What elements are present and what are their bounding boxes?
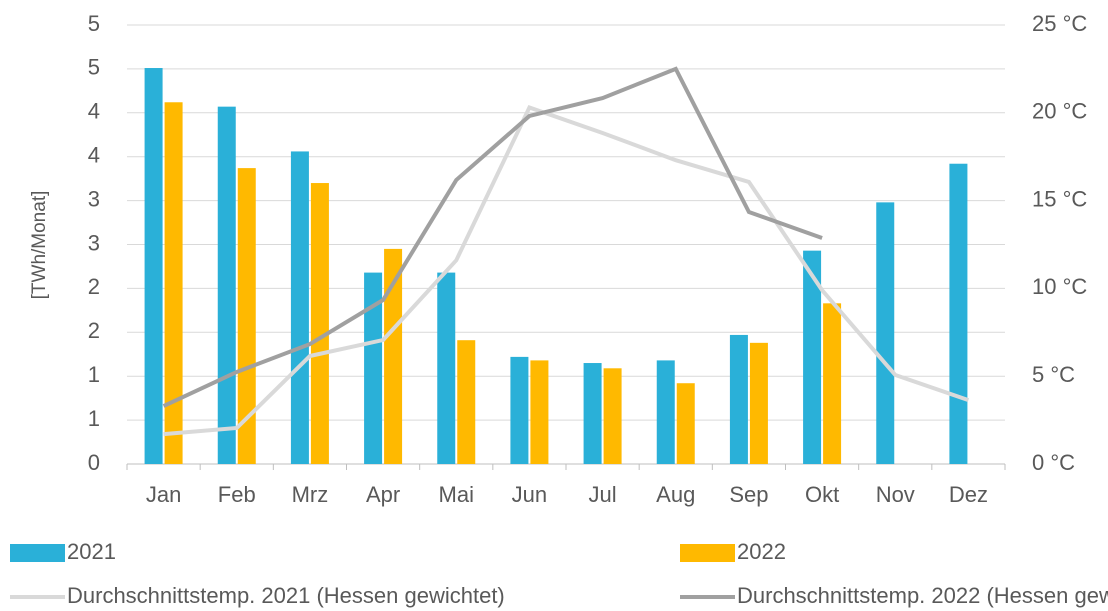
x-tick-label: Feb bbox=[218, 482, 256, 507]
y2-tick-label: 0 °C bbox=[1032, 450, 1075, 475]
y2-tick-label: 5 °C bbox=[1032, 362, 1075, 387]
bar bbox=[749, 342, 768, 464]
y-tick-label: 1 bbox=[88, 406, 100, 431]
line bbox=[162, 66, 823, 408]
x-tick-label: Nov bbox=[876, 482, 915, 507]
x-tick-label: Dez bbox=[949, 482, 988, 507]
y-tick-label: 1 bbox=[88, 362, 100, 387]
x-tick-label: Okt bbox=[805, 482, 839, 507]
x-tick-label: Jan bbox=[146, 482, 181, 507]
line bbox=[163, 105, 970, 437]
x-tick-label: Aug bbox=[656, 482, 695, 507]
bar bbox=[310, 183, 329, 465]
y-tick-label: 3 bbox=[88, 186, 100, 211]
y-tick-label: 0 bbox=[88, 450, 100, 475]
y2-tick-label: 25 °C bbox=[1032, 11, 1087, 36]
y-axis-label: [TWh/Monat] bbox=[29, 191, 50, 300]
legend-label: 2021 bbox=[67, 539, 116, 564]
y-tick-label: 5 bbox=[88, 11, 100, 36]
bar bbox=[656, 360, 675, 464]
bar bbox=[729, 334, 748, 464]
y2-tick-label: 10 °C bbox=[1032, 274, 1087, 299]
y-tick-label: 5 bbox=[88, 55, 100, 80]
y-tick-label: 3 bbox=[88, 230, 100, 255]
bar bbox=[949, 163, 968, 464]
bar bbox=[290, 151, 309, 464]
bar bbox=[823, 303, 842, 464]
bar bbox=[237, 168, 256, 464]
bar bbox=[530, 360, 549, 464]
legend-label: Durchschnittstemp. 2021 (Hessen gewichte… bbox=[67, 583, 505, 608]
bar bbox=[876, 202, 895, 464]
x-tick-label: Jun bbox=[512, 482, 547, 507]
bar bbox=[384, 248, 403, 464]
x-tick-label: Jul bbox=[589, 482, 617, 507]
y2-tick-label: 20 °C bbox=[1032, 99, 1087, 124]
y-tick-label: 2 bbox=[88, 274, 100, 299]
y2-tick-label: 15 °C bbox=[1032, 186, 1087, 211]
bar bbox=[510, 356, 529, 464]
bar bbox=[144, 68, 163, 464]
legend-swatch bbox=[10, 544, 65, 562]
bar bbox=[676, 383, 695, 464]
y-tick-label: 4 bbox=[88, 99, 100, 124]
bar bbox=[364, 272, 383, 464]
bar bbox=[803, 250, 822, 464]
bar bbox=[457, 340, 476, 464]
x-tick-label: Mrz bbox=[292, 482, 329, 507]
bar bbox=[164, 102, 183, 464]
bar bbox=[603, 368, 622, 464]
legend-label: Durchschnittstemp. 2022 (Hessen gewichte… bbox=[737, 583, 1108, 608]
legend-swatch bbox=[680, 544, 735, 562]
x-tick-label: Mai bbox=[439, 482, 474, 507]
bar bbox=[583, 363, 602, 464]
y-tick-label: 4 bbox=[88, 143, 100, 168]
x-tick-label: Apr bbox=[366, 482, 400, 507]
bar bbox=[217, 106, 236, 465]
y-tick-label: 2 bbox=[88, 318, 100, 343]
x-tick-label: Sep bbox=[729, 482, 768, 507]
bar bbox=[437, 272, 456, 464]
legend-label: 2022 bbox=[737, 539, 786, 564]
